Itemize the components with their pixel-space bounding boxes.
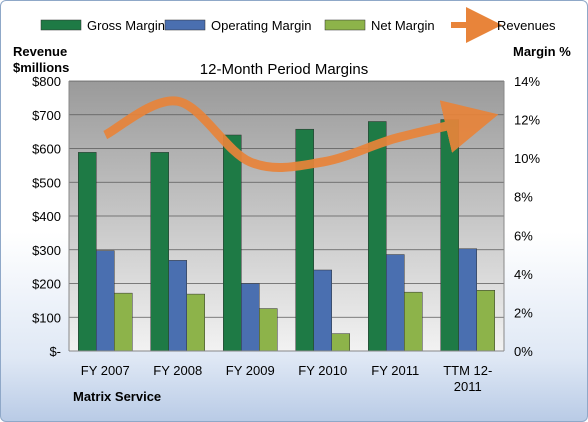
legend-swatch [40, 19, 82, 31]
right-tick-label: 2% [514, 305, 533, 320]
x-tick-label: FY 2008 [153, 363, 202, 378]
bar [368, 121, 387, 352]
bar [186, 293, 205, 352]
x-tick-label: TTM 12-2011 [443, 363, 492, 394]
left-axis-title-line2: $millions [13, 60, 69, 75]
right-tick-label: 12% [514, 113, 540, 128]
legend-label: Revenues [497, 18, 556, 33]
x-tick-label: FY 2011 [371, 363, 419, 378]
bar [259, 308, 278, 352]
right-tick-label: 4% [514, 267, 533, 282]
bar [313, 269, 332, 352]
legend-label: Gross Margin [87, 18, 165, 33]
right-tick-label: 0% [514, 344, 533, 359]
left-axis-title-line1: Revenue [13, 44, 67, 59]
left-axis-ticks: $- $100 $200 $300 $400 $500 $600 $700 $800 [32, 74, 61, 359]
left-tick-label: $400 [32, 209, 61, 224]
bar [168, 260, 187, 352]
bar [114, 292, 133, 352]
x-tick-label: FY 2010 [298, 363, 347, 378]
left-tick-label: $500 [32, 175, 61, 190]
bar [404, 291, 423, 352]
bar [331, 333, 350, 352]
revenue-line-group [103, 96, 499, 172]
x-tick-label: FY 2007 [81, 363, 130, 378]
left-tick-label: $600 [32, 142, 61, 157]
right-tick-label: 10% [514, 151, 540, 166]
right-tick-label: 8% [514, 190, 533, 205]
bar [78, 152, 97, 352]
left-tick-label: $700 [32, 108, 61, 123]
right-axis-title: Margin % [513, 44, 571, 59]
right-tick-label: 14% [514, 74, 540, 89]
footer-label: Matrix Service [73, 389, 161, 404]
bar [458, 248, 477, 352]
legend-swatch [324, 19, 366, 31]
legend-label: Operating Margin [211, 18, 311, 33]
bar [223, 134, 242, 352]
revenue-line [103, 96, 499, 172]
bar [96, 250, 115, 352]
left-tick-label: $- [49, 344, 61, 359]
bar [241, 283, 260, 352]
right-tick-label: 6% [514, 228, 533, 243]
bar [440, 119, 459, 352]
left-tick-label: $300 [32, 243, 61, 258]
x-axis-ticks: FY 2007 FY 2008 FY 2009 FY 2010 FY 2011 TTM 1… [81, 363, 493, 394]
bar [476, 290, 495, 352]
bar [150, 152, 169, 352]
legend: Gross Margin Operating Margin Net Margin Re… [40, 7, 556, 43]
right-axis-ticks: 0% 2% 4% 6% 8% 10% 12% 14% [514, 74, 540, 359]
bars-group [78, 119, 495, 352]
legend-swatch [164, 19, 206, 31]
chart-title: 12-Month Period Margins [200, 61, 368, 78]
left-tick-label: $100 [32, 310, 61, 325]
left-tick-label: $800 [32, 74, 61, 89]
left-tick-label: $200 [32, 277, 61, 292]
x-tick-label: FY 2009 [226, 363, 275, 378]
bar [386, 254, 405, 352]
legend-label: Net Margin [371, 18, 435, 33]
